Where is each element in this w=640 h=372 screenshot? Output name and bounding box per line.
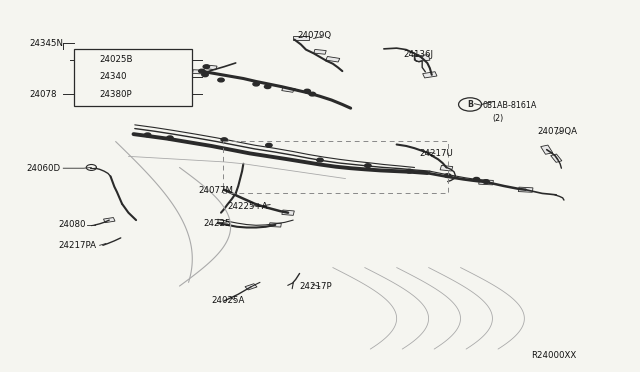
Bar [422, 72, 437, 78]
Text: 24079QA: 24079QA [537, 126, 577, 136]
Bar [479, 180, 493, 185]
Bar [550, 154, 562, 162]
Text: 24025B: 24025B [100, 55, 133, 64]
Bar [518, 187, 533, 192]
Circle shape [304, 89, 310, 93]
Circle shape [483, 180, 489, 183]
Circle shape [266, 143, 272, 147]
Text: 24217P: 24217P [300, 282, 332, 291]
Circle shape [221, 138, 227, 141]
Circle shape [406, 169, 413, 173]
Text: 24225+A: 24225+A [227, 202, 268, 211]
Bar [293, 36, 309, 40]
Circle shape [167, 136, 173, 140]
Circle shape [264, 85, 271, 89]
Text: B: B [467, 100, 473, 109]
Circle shape [445, 174, 451, 177]
Circle shape [218, 78, 224, 82]
Text: 24077M: 24077M [198, 186, 234, 195]
Text: R24000XX: R24000XX [531, 351, 576, 360]
Text: 24225: 24225 [204, 219, 231, 228]
Text: 24217U: 24217U [419, 149, 453, 158]
Circle shape [253, 82, 259, 86]
Text: 24078: 24078 [29, 90, 57, 99]
Bar [282, 210, 294, 215]
Circle shape [145, 133, 151, 137]
Bar [193, 70, 205, 74]
Text: 081AB-8161A: 081AB-8161A [483, 101, 537, 110]
Bar [104, 218, 115, 223]
Text: 24025A: 24025A [211, 296, 245, 305]
Bar [282, 87, 294, 92]
Circle shape [309, 92, 316, 96]
Circle shape [202, 73, 208, 77]
Circle shape [203, 65, 209, 68]
Circle shape [198, 69, 205, 73]
Bar [206, 65, 217, 70]
Text: 24380P: 24380P [100, 90, 132, 99]
Text: 24060D: 24060D [26, 164, 60, 173]
Circle shape [317, 158, 323, 162]
Bar [415, 55, 430, 62]
Text: (2): (2) [492, 114, 504, 123]
Bar [326, 57, 340, 62]
Bar [541, 145, 553, 154]
Text: 24080: 24080 [58, 221, 86, 230]
Bar [269, 223, 282, 227]
Text: 24345N: 24345N [29, 39, 63, 48]
Bar [440, 166, 452, 171]
Bar [314, 49, 326, 54]
Circle shape [473, 177, 479, 181]
Circle shape [365, 164, 371, 167]
Text: 24079Q: 24079Q [298, 31, 332, 41]
Text: 24217PA: 24217PA [58, 241, 96, 250]
Text: 24136J: 24136J [403, 50, 433, 59]
Bar [245, 284, 257, 290]
Text: 24340: 24340 [100, 72, 127, 81]
Bar [74, 49, 192, 106]
